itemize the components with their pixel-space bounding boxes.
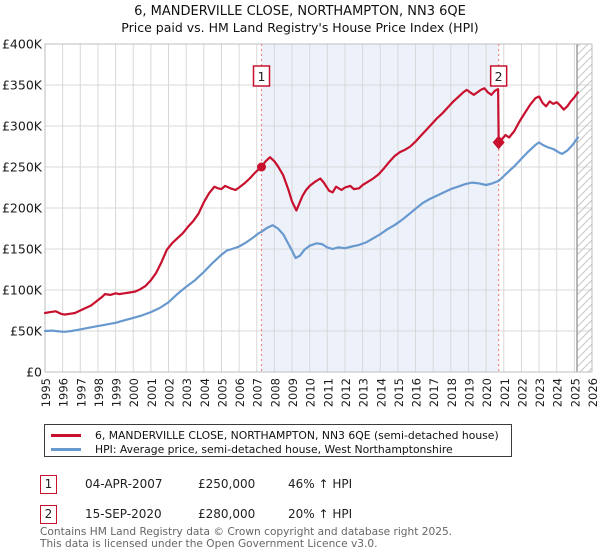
- svg-text:2013: 2013: [357, 378, 371, 407]
- svg-text:2022: 2022: [515, 378, 529, 407]
- svg-text:£100K: £100K: [2, 283, 43, 298]
- svg-text:1: 1: [258, 69, 266, 84]
- svg-text:2003: 2003: [180, 378, 194, 407]
- sale-1-hpi-delta: 46% ↑ HPI: [288, 477, 353, 491]
- legend-label-property: 6, MANDERVILLE CLOSE, NORTHAMPTON, NN3 6…: [95, 428, 499, 442]
- svg-text:2021: 2021: [498, 378, 512, 407]
- page-subtitle: Price paid vs. HM Land Registry's House …: [121, 20, 479, 35]
- sale-2-number-badge: 2: [40, 504, 57, 524]
- hpi-line-swatch: [51, 447, 81, 451]
- svg-text:2010: 2010: [304, 378, 318, 407]
- price-chart-svg: 1 2 £0 £50K £100K £150K £200K £250K £300K £350K £4…: [2, 37, 600, 408]
- legend-item-hpi: HPI: Average price, semi-detached house,…: [51, 442, 511, 456]
- legend-label-hpi: HPI: Average price, semi-detached house,…: [95, 442, 453, 456]
- svg-text:2020: 2020: [480, 378, 494, 407]
- svg-text:2006: 2006: [233, 378, 247, 407]
- svg-text:£150K: £150K: [2, 242, 43, 257]
- svg-text:£0: £0: [26, 365, 42, 380]
- sale-1-price: £250,000: [198, 477, 256, 491]
- price-chart: 1 2 £0 £50K £100K £150K £200K £250K £300K £350K £4…: [2, 37, 600, 408]
- svg-text:2014: 2014: [374, 378, 388, 407]
- footer-licence: This data is licensed under the Open Gov…: [40, 537, 378, 550]
- svg-text:2001: 2001: [145, 378, 159, 407]
- license-footer: Contains HM Land Registry data © Crown c…: [40, 526, 600, 550]
- sale-1-number-badge: 1: [40, 474, 57, 494]
- svg-text:£300K: £300K: [2, 119, 43, 134]
- svg-text:2009: 2009: [286, 378, 300, 407]
- svg-text:£50K: £50K: [10, 324, 43, 339]
- svg-text:2026: 2026: [586, 378, 600, 407]
- svg-text:£350K: £350K: [2, 78, 43, 93]
- sale-2-hpi-delta: 20% ↑ HPI: [288, 507, 353, 521]
- svg-text:2000: 2000: [127, 378, 141, 407]
- svg-text:£250K: £250K: [2, 160, 43, 175]
- svg-text:2018: 2018: [445, 378, 459, 407]
- svg-text:2017: 2017: [427, 378, 441, 407]
- svg-text:2: 2: [495, 69, 503, 84]
- svg-text:1997: 1997: [74, 378, 88, 407]
- svg-text:2011: 2011: [321, 378, 335, 407]
- sale-2-date: 15-SEP-2020: [85, 507, 162, 521]
- sale-annotation-2: 2 15-SEP-2020 £280,000 20% ↑ HPI: [40, 504, 580, 524]
- footer-copyright: Contains HM Land Registry data © Crown c…: [40, 526, 453, 538]
- svg-text:1998: 1998: [92, 378, 106, 407]
- svg-text:2007: 2007: [251, 378, 265, 407]
- property-line-swatch: [51, 433, 81, 437]
- chart-header: 6, MANDERVILLE CLOSE, NORTHAMPTON, NN3 6…: [0, 3, 600, 36]
- legend-item-property: 6, MANDERVILLE CLOSE, NORTHAMPTON, NN3 6…: [51, 428, 511, 442]
- svg-text:2016: 2016: [410, 378, 424, 407]
- sale-2-price: £280,000: [198, 507, 256, 521]
- sale-1-date: 04-APR-2007: [85, 477, 163, 491]
- svg-text:£200K: £200K: [2, 201, 43, 216]
- svg-text:2012: 2012: [339, 378, 353, 407]
- svg-text:1999: 1999: [110, 378, 124, 407]
- svg-text:2019: 2019: [462, 378, 476, 407]
- svg-text:2005: 2005: [215, 378, 229, 407]
- svg-text:2004: 2004: [198, 378, 212, 407]
- sale-annotation-1: 1 04-APR-2007 £250,000 46% ↑ HPI: [40, 474, 580, 494]
- svg-text:2024: 2024: [551, 378, 565, 407]
- svg-text:2023: 2023: [533, 378, 547, 407]
- svg-text:2015: 2015: [392, 378, 406, 407]
- legend: 6, MANDERVILLE CLOSE, NORTHAMPTON, NN3 6…: [44, 424, 512, 457]
- svg-text:£400K: £400K: [2, 37, 43, 52]
- svg-text:2002: 2002: [163, 378, 177, 407]
- svg-text:2025: 2025: [568, 378, 582, 407]
- svg-text:1995: 1995: [39, 378, 53, 407]
- svg-text:1996: 1996: [57, 378, 71, 407]
- svg-text:2008: 2008: [268, 378, 282, 407]
- page-title: 6, MANDERVILLE CLOSE, NORTHAMPTON, NN3 6…: [134, 4, 466, 19]
